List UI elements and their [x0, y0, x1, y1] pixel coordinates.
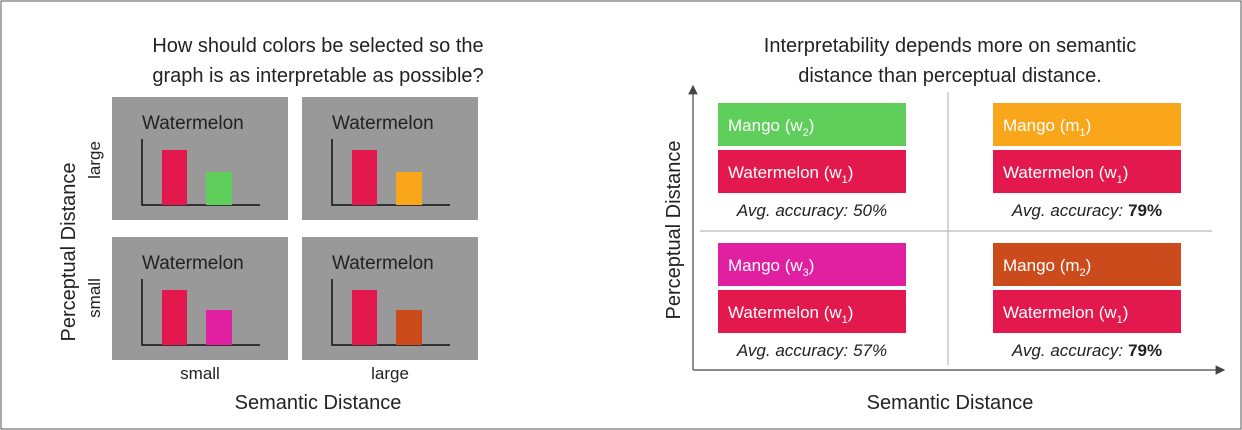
column-label: large — [371, 364, 409, 383]
mini-bar — [206, 172, 232, 205]
swatch-label: Mango (m2) — [1003, 256, 1091, 279]
accuracy-value: 50% — [853, 201, 887, 220]
mini-bar — [396, 172, 422, 205]
swatch-label: Mango (w2) — [728, 116, 814, 139]
subscript: 1 — [842, 174, 848, 186]
accuracy: Avg. accuracy: 50% — [736, 201, 887, 220]
panel-label: Watermelon — [142, 113, 244, 134]
accuracy: Avg. accuracy: 79% — [1011, 341, 1162, 360]
accuracy: Avg. accuracy: 57% — [736, 341, 887, 360]
row-label: small — [85, 278, 104, 318]
swatch-label: Mango (m1) — [1003, 116, 1091, 139]
color-swatch — [993, 243, 1181, 286]
color-swatch — [718, 150, 906, 193]
subscript: 1 — [1080, 127, 1086, 139]
title: Interpretability depends more on semanti… — [764, 35, 1136, 57]
mini-bar — [206, 310, 232, 345]
label-text: ) — [848, 303, 854, 322]
subscript: 1 — [842, 314, 848, 326]
swatch-label: Watermelon (w1) — [1003, 303, 1128, 326]
accuracy: Avg. accuracy: 79% — [1011, 201, 1162, 220]
swatch-label: Watermelon (w1) — [1003, 163, 1128, 186]
subscript: 1 — [1117, 174, 1123, 186]
label-text: ) — [1123, 163, 1129, 182]
axis-label: Perceptual Distance — [663, 141, 685, 320]
label-text: ) — [809, 116, 815, 135]
label-text: ) — [809, 256, 815, 275]
swatch-label: Watermelon (w1) — [728, 163, 853, 186]
label-text: ) — [848, 163, 854, 182]
axis-label: Semantic Distance — [867, 392, 1034, 414]
label-text: Watermelon (w — [1003, 163, 1117, 182]
swatch-label: Mango (w3) — [728, 256, 814, 279]
label-text: Mango (w — [728, 256, 803, 275]
title: distance than perceptual distance. — [798, 65, 1102, 87]
accuracy-prefix: Avg. accuracy: — [736, 201, 848, 220]
color-swatch — [718, 103, 906, 146]
mini-bar — [352, 150, 377, 205]
panel-label: Watermelon — [142, 253, 244, 274]
color-swatch — [993, 290, 1181, 333]
accuracy-prefix: Avg. accuracy: — [1011, 201, 1123, 220]
accuracy-prefix: Avg. accuracy: — [1011, 341, 1123, 360]
color-swatch — [993, 150, 1181, 193]
accuracy-value: 79% — [1128, 341, 1162, 360]
title: How should colors be selected so the — [152, 35, 483, 57]
color-swatch — [718, 290, 906, 333]
subscript: 2 — [803, 127, 809, 139]
axis-label: Perceptual Distance — [58, 163, 80, 342]
panel-label: Watermelon — [332, 113, 434, 134]
color-swatch — [993, 103, 1181, 146]
label-text: Mango (m — [1003, 256, 1080, 275]
label-text: ) — [1086, 116, 1092, 135]
label-text: Watermelon (w — [1003, 303, 1117, 322]
panel-label: Watermelon — [332, 253, 434, 274]
accuracy-prefix: Avg. accuracy: — [736, 341, 848, 360]
accuracy-value: 79% — [1128, 201, 1162, 220]
subscript: 2 — [1080, 267, 1086, 279]
label-text: Watermelon (w — [728, 163, 842, 182]
label-text: Watermelon (w — [728, 303, 842, 322]
accuracy-value: 57% — [853, 341, 887, 360]
mini-bar — [162, 150, 187, 205]
mini-bar — [396, 310, 422, 345]
label-text: ) — [1123, 303, 1129, 322]
subscript: 3 — [803, 267, 809, 279]
mini-bar — [162, 290, 187, 345]
label-text: Mango (w — [728, 116, 803, 135]
column-label: small — [180, 364, 220, 383]
label-text: Mango (m — [1003, 116, 1080, 135]
mini-bar — [352, 290, 377, 345]
axis-label: Semantic Distance — [235, 392, 402, 414]
title: graph is as interpretable as possible? — [152, 65, 483, 87]
color-swatch — [718, 243, 906, 286]
label-text: ) — [1086, 256, 1092, 275]
row-label: large — [85, 141, 104, 179]
swatch-label: Watermelon (w1) — [728, 303, 853, 326]
subscript: 1 — [1117, 314, 1123, 326]
